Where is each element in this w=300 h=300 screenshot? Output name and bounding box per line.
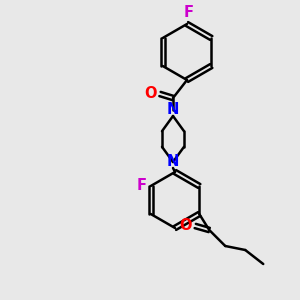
- Text: N: N: [167, 103, 179, 118]
- Text: F: F: [137, 178, 147, 194]
- Text: F: F: [184, 5, 194, 20]
- Text: O: O: [145, 85, 157, 100]
- Text: N: N: [167, 154, 179, 169]
- Text: O: O: [180, 218, 192, 232]
